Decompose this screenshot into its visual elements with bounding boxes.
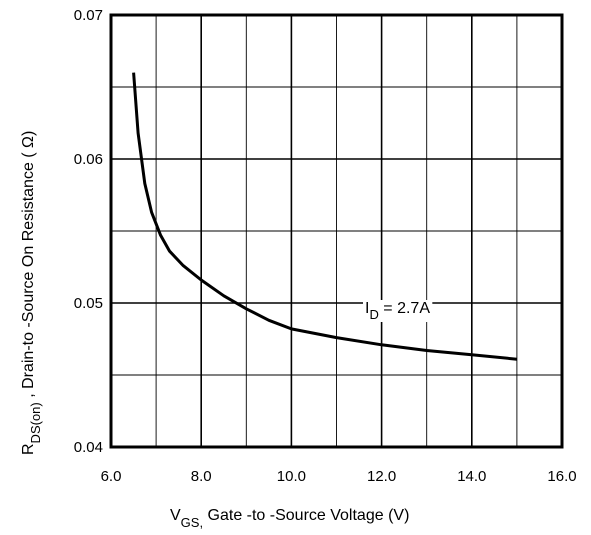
series [132, 72, 518, 361]
plot-frame [109, 13, 564, 449]
y-axis-label: RDS(on) , Drain-to -Source On Resistance… [20, 131, 43, 455]
tick-labels: 6.0 8.0 10.0 12.0 14.0 16.0 0.04 0.05 0.06 0.07 [74, 7, 577, 485]
x-tick-label: 10.0 [277, 468, 306, 485]
x-tick-label: 8.0 [191, 468, 212, 485]
x-tick-label: 6.0 [101, 468, 122, 485]
y-tick-label: 0.05 [74, 295, 103, 312]
y-tick-label: 0.04 [74, 439, 103, 456]
annotation-background [363, 300, 433, 322]
y-tick-label: 0.06 [74, 151, 103, 168]
x-tick-label: 16.0 [547, 468, 576, 485]
grid [111, 15, 562, 447]
x-axis-label: VGS, Gate -to -Source Voltage (V) [170, 507, 409, 530]
x-tick-label: 14.0 [457, 468, 486, 485]
y-tick-label: 0.07 [74, 7, 103, 24]
x-tick-label: 12.0 [367, 468, 396, 485]
series-line [132, 72, 518, 361]
annotation-label: ID = 2.7A [365, 300, 430, 322]
